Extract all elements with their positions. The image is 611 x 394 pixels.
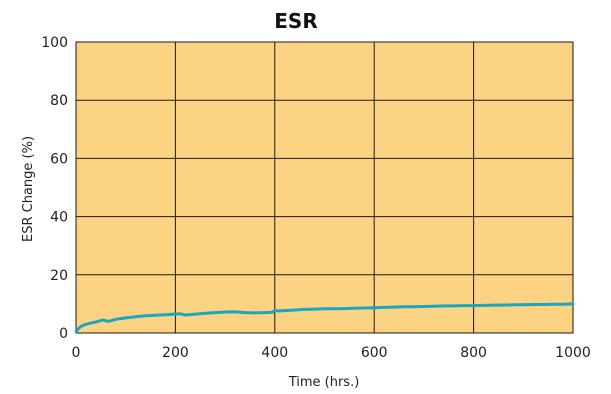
y-tick-label: 20 bbox=[50, 268, 68, 284]
x-tick-labels: 0 200 400 600 800 1000 bbox=[72, 345, 591, 361]
y-tick-labels: 0 20 40 60 80 100 bbox=[41, 35, 68, 342]
y-tick-label: 80 bbox=[50, 93, 68, 109]
chart-title: ESR bbox=[274, 9, 317, 33]
y-tick-label: 60 bbox=[50, 151, 68, 167]
grid-lines bbox=[75, 41, 574, 334]
y-tick-label: 0 bbox=[59, 326, 68, 342]
series-group bbox=[74, 302, 575, 333]
esr-series-line bbox=[74, 302, 575, 333]
x-tick-label: 0 bbox=[72, 345, 81, 361]
x-axis-title: Time (hrs.) bbox=[288, 375, 360, 390]
y-tick-label: 40 bbox=[50, 210, 68, 226]
y-axis-title: ESR Change (%) bbox=[21, 136, 36, 242]
x-tick-label: 200 bbox=[162, 345, 189, 361]
x-tick-label: 800 bbox=[460, 345, 487, 361]
x-tick-label: 600 bbox=[361, 345, 388, 361]
plot-area bbox=[75, 41, 574, 334]
y-tick-label: 100 bbox=[41, 35, 68, 51]
x-tick-label: 1000 bbox=[555, 345, 591, 361]
x-tick-label: 400 bbox=[261, 345, 288, 361]
